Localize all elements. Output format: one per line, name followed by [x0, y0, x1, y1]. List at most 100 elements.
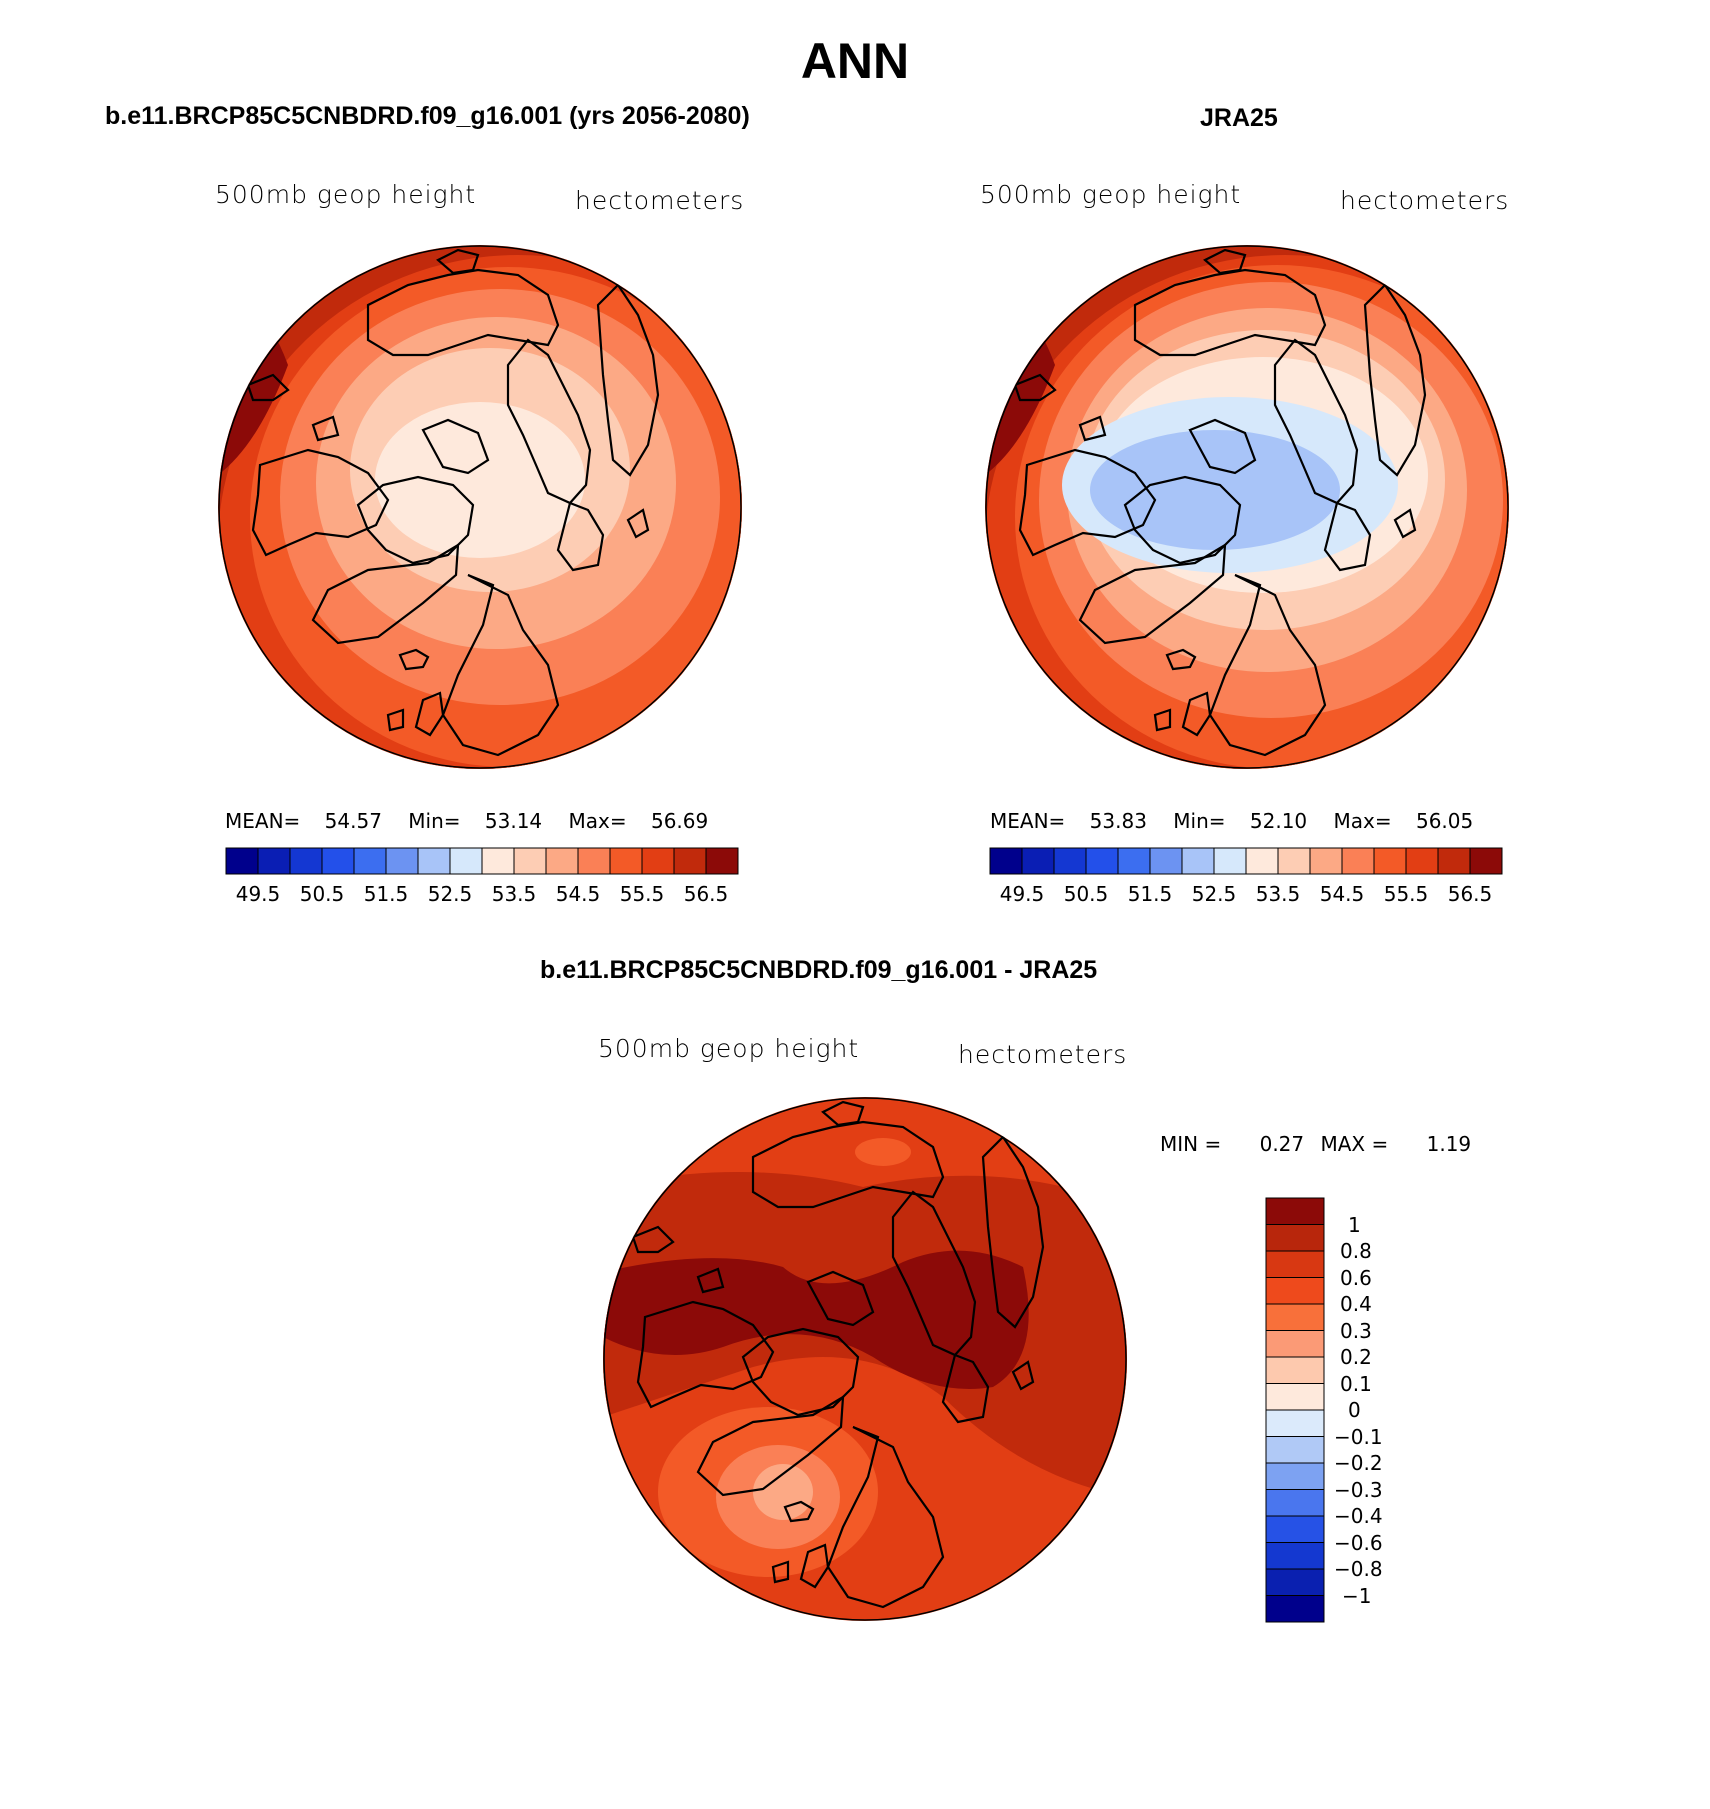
colorbar-swatch	[1265, 1489, 1325, 1517]
colorbar-tick: 55.5	[619, 882, 665, 906]
left-polar-map	[218, 245, 742, 769]
colorbar-swatch	[1265, 1277, 1325, 1305]
colorbar-tick: −0.2	[1334, 1451, 1383, 1475]
right-panel-title: JRA25	[1200, 104, 1278, 132]
difference-colorbar-labels: 1 0.8 0.6 0.4 0.3 0.2 0.1 0 −0.1 −0.2 −0…	[1334, 1198, 1424, 1622]
colorbar-tick: 0.3	[1340, 1318, 1372, 1343]
colorbar-tick: 0.1	[1340, 1371, 1372, 1396]
colorbar-swatch	[1053, 847, 1087, 875]
right-panel-variable: 500mb geop height	[980, 180, 1242, 209]
left-min-value: 53.14	[484, 809, 543, 833]
right-mean-label: MEAN=	[990, 809, 1066, 833]
colorbar-swatch	[545, 847, 579, 875]
left-mean-value: 54.57	[324, 809, 382, 833]
colorbar-swatch	[577, 847, 611, 875]
left-panel-units: hectometers	[575, 186, 745, 215]
colorbar-swatch	[1149, 847, 1183, 875]
colorbar-tick: 51.5	[363, 882, 409, 906]
colorbar-swatch	[1469, 847, 1503, 875]
colorbar-tick: 50.5	[1063, 882, 1109, 906]
left-max-label: Max=	[568, 809, 627, 833]
left-panel-title: b.e11.BRCP85C5CNBDRD.f09_g16.001 (yrs 20…	[105, 102, 750, 130]
colorbar-tick: −0.4	[1334, 1504, 1383, 1528]
colorbar-tick: 54.5	[555, 882, 601, 906]
colorbar-tick: 53.5	[491, 882, 537, 906]
colorbar-tick: −0.8	[1334, 1557, 1383, 1581]
page-title: ANN	[800, 33, 910, 89]
difference-max-value: 1.19	[1426, 1132, 1472, 1156]
colorbar-tick: −0.1	[1334, 1424, 1383, 1449]
colorbar-swatch	[449, 847, 483, 875]
right-polar-map	[985, 245, 1509, 769]
colorbar-swatch	[673, 847, 707, 875]
colorbar-swatch	[1277, 847, 1311, 875]
colorbar-tick: 52.5	[1191, 882, 1237, 906]
colorbar-swatch	[989, 847, 1023, 875]
colorbar-swatch	[1265, 1568, 1325, 1596]
difference-min-value: 0.27	[1259, 1132, 1305, 1156]
difference-panel-variable: 500mb geop height	[598, 1034, 860, 1063]
right-max-label: Max=	[1333, 809, 1392, 833]
colorbar-tick: 1	[1348, 1212, 1361, 1237]
colorbar-tick: 56.5	[683, 882, 729, 906]
colorbar-swatch	[1265, 1409, 1325, 1437]
difference-min-label: MIN =	[1160, 1132, 1222, 1156]
right-min-value: 52.10	[1249, 809, 1308, 833]
colorbar-tick: 0.6	[1340, 1265, 1372, 1290]
colorbar-swatch	[1245, 847, 1279, 875]
colorbar-tick: 0	[1348, 1398, 1361, 1422]
colorbar-tick: 52.5	[427, 882, 473, 906]
difference-panel-units: hectometers	[958, 1040, 1128, 1069]
colorbar-swatch	[513, 847, 547, 875]
left-panel-variable: 500mb geop height	[215, 180, 477, 209]
colorbar-tick: −0.3	[1334, 1477, 1383, 1502]
colorbar-swatch	[1265, 1542, 1325, 1570]
colorbar-swatch	[1265, 1595, 1325, 1623]
left-colorbar-labels: 49.5 50.5 51.5 52.5 53.5 54.5 55.5 56.5	[226, 882, 738, 908]
difference-colorbar	[1265, 1197, 1325, 1623]
left-max-value: 56.69	[650, 809, 709, 833]
colorbar-swatch	[289, 847, 323, 875]
colorbar-swatch	[1117, 847, 1151, 875]
colorbar-tick: 53.5	[1255, 882, 1301, 906]
colorbar-swatch	[1265, 1303, 1325, 1331]
left-colorbar	[225, 847, 739, 875]
colorbar-tick: 49.5	[999, 882, 1045, 906]
difference-max-label: MAX =	[1320, 1132, 1389, 1156]
right-mean-value: 53.83	[1089, 809, 1147, 833]
colorbar-tick: 55.5	[1383, 882, 1429, 906]
colorbar-swatch	[1085, 847, 1119, 875]
colorbar-swatch	[321, 847, 355, 875]
colorbar-swatch	[1373, 847, 1407, 875]
right-colorbar-labels: 49.5 50.5 51.5 52.5 53.5 54.5 55.5 56.5	[990, 882, 1502, 908]
colorbar-swatch	[1309, 847, 1343, 875]
colorbar-swatch	[1265, 1515, 1325, 1543]
colorbar-swatch	[1265, 1462, 1325, 1490]
difference-polar-map	[603, 1097, 1127, 1621]
right-min-label: Min=	[1173, 809, 1226, 833]
colorbar-tick: 49.5	[235, 882, 281, 906]
colorbar-swatch	[1265, 1197, 1325, 1225]
colorbar-swatch	[1265, 1330, 1325, 1358]
colorbar-tick: 54.5	[1319, 882, 1365, 906]
colorbar-swatch	[417, 847, 451, 875]
colorbar-tick: 0.4	[1340, 1292, 1372, 1316]
right-panel-units: hectometers	[1340, 186, 1510, 215]
colorbar-swatch	[353, 847, 387, 875]
colorbar-tick: 0.2	[1340, 1345, 1372, 1369]
colorbar-swatch	[1341, 847, 1375, 875]
colorbar-swatch	[1265, 1356, 1325, 1384]
left-min-label: Min=	[408, 809, 461, 833]
right-max-value: 56.05	[1415, 809, 1474, 833]
colorbar-swatch	[481, 847, 515, 875]
colorbar-tick: 0.8	[1340, 1239, 1372, 1263]
colorbar-tick: −0.6	[1334, 1530, 1383, 1555]
left-mean-label: MEAN=	[225, 809, 301, 833]
colorbar-tick: 56.5	[1447, 882, 1493, 906]
colorbar-tick: 50.5	[299, 882, 345, 906]
colorbar-swatch	[1265, 1383, 1325, 1411]
colorbar-swatch	[1405, 847, 1439, 875]
colorbar-tick: 51.5	[1127, 882, 1173, 906]
colorbar-swatch	[257, 847, 291, 875]
colorbar-swatch	[1021, 847, 1055, 875]
